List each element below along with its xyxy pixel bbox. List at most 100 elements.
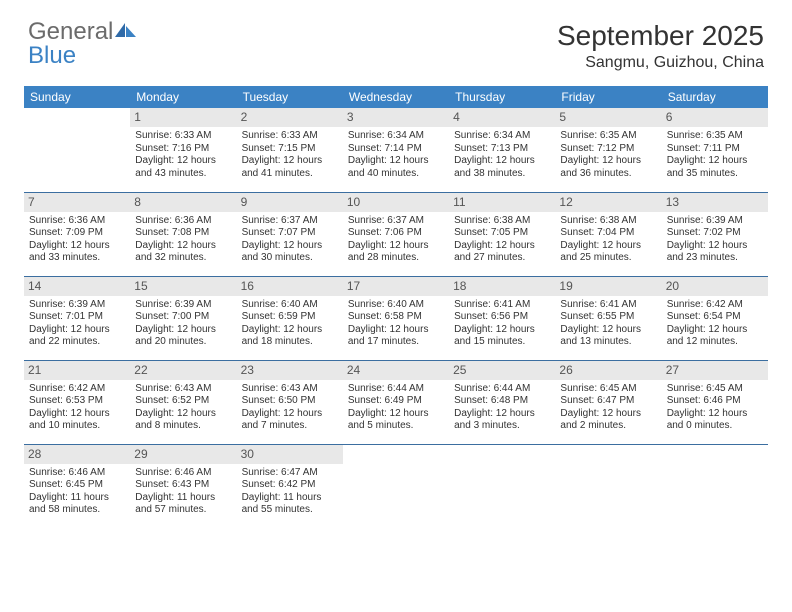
weekday-header: Saturday bbox=[662, 86, 768, 108]
sunrise-text: Sunrise: 6:37 AM bbox=[348, 215, 444, 228]
calendar-cell: 5 Sunrise: 6:35 AMSunset: 7:12 PMDaylight… bbox=[555, 108, 661, 192]
sunset-text: Sunset: 6:50 PM bbox=[242, 395, 338, 408]
day-number: 9 bbox=[237, 193, 343, 212]
month-title: September 2025 bbox=[557, 20, 764, 52]
sunset-text: Sunset: 6:48 PM bbox=[454, 395, 550, 408]
day-number: 14 bbox=[24, 277, 130, 296]
daylight2-text: and 12 minutes. bbox=[667, 336, 763, 349]
sunrise-text: Sunrise: 6:43 AM bbox=[242, 383, 338, 396]
daylight2-text: and 25 minutes. bbox=[560, 252, 656, 265]
day-number: 29 bbox=[130, 445, 236, 464]
sunset-text: Sunset: 7:04 PM bbox=[560, 227, 656, 240]
daylight1-text: Daylight: 12 hours bbox=[135, 240, 231, 253]
daylight1-text: Daylight: 12 hours bbox=[242, 155, 338, 168]
calendar-cell: 2Sunrise: 6:33 AMSunset: 7:15 PMDaylight… bbox=[237, 108, 343, 192]
sunset-text: Sunset: 6:58 PM bbox=[348, 311, 444, 324]
daylight1-text: Daylight: 12 hours bbox=[454, 240, 550, 253]
sunset-text: Sunset: 6:46 PM bbox=[667, 395, 763, 408]
day-number: 20 bbox=[662, 277, 768, 296]
daylight1-text: Daylight: 12 hours bbox=[560, 155, 656, 168]
daylight1-text: Daylight: 11 hours bbox=[242, 492, 338, 505]
calendar-week: 7Sunrise: 6:36 AMSunset: 7:09 PMDaylight… bbox=[24, 192, 768, 276]
calendar-cell: 17Sunrise: 6:40 AMSunset: 6:58 PMDayligh… bbox=[343, 276, 449, 360]
day-number: 1 bbox=[130, 108, 236, 127]
sunset-text: Sunset: 7:08 PM bbox=[135, 227, 231, 240]
weekday-header: Tuesday bbox=[237, 86, 343, 108]
daylight2-text: and 0 minutes. bbox=[667, 420, 763, 433]
daylight2-text: and 27 minutes. bbox=[454, 252, 550, 265]
weekday-header-row: Sunday Monday Tuesday Wednesday Thursday… bbox=[24, 86, 768, 108]
weekday-header: Monday bbox=[130, 86, 236, 108]
day-number: 21 bbox=[24, 361, 130, 380]
sunrise-text: Sunrise: 6:43 AM bbox=[135, 383, 231, 396]
daylight1-text: Daylight: 12 hours bbox=[348, 155, 444, 168]
daylight1-text: Daylight: 12 hours bbox=[667, 240, 763, 253]
daylight2-text: and 30 minutes. bbox=[242, 252, 338, 265]
daylight1-text: Daylight: 12 hours bbox=[29, 408, 125, 421]
sunset-text: Sunset: 7:01 PM bbox=[29, 311, 125, 324]
day-number: 7 bbox=[24, 193, 130, 212]
sunrise-text: Sunrise: 6:36 AM bbox=[135, 215, 231, 228]
sunrise-text: Sunrise: 6:35 AM bbox=[560, 130, 656, 143]
sunrise-text: Sunrise: 6:46 AM bbox=[135, 467, 231, 480]
sunset-text: Sunset: 7:05 PM bbox=[454, 227, 550, 240]
daylight2-text: and 17 minutes. bbox=[348, 336, 444, 349]
daylight2-text: and 36 minutes. bbox=[560, 168, 656, 181]
sail-icon bbox=[115, 18, 137, 45]
daylight1-text: Daylight: 12 hours bbox=[454, 155, 550, 168]
daylight1-text: Daylight: 12 hours bbox=[29, 240, 125, 253]
day-number: 16 bbox=[237, 277, 343, 296]
calendar-week: 14Sunrise: 6:39 AMSunset: 7:01 PMDayligh… bbox=[24, 276, 768, 360]
daylight1-text: Daylight: 12 hours bbox=[454, 408, 550, 421]
calendar-cell: 12Sunrise: 6:38 AMSunset: 7:04 PMDayligh… bbox=[555, 192, 661, 276]
day-number: 28 bbox=[24, 445, 130, 464]
sunset-text: Sunset: 6:43 PM bbox=[135, 479, 231, 492]
day-number: 24 bbox=[343, 361, 449, 380]
calendar-cell: 10Sunrise: 6:37 AMSunset: 7:06 PMDayligh… bbox=[343, 192, 449, 276]
daylight2-text: and 58 minutes. bbox=[29, 504, 125, 517]
daylight2-text: and 55 minutes. bbox=[242, 504, 338, 517]
daylight2-text: and 32 minutes. bbox=[135, 252, 231, 265]
daylight2-text: and 43 minutes. bbox=[135, 168, 231, 181]
sunrise-text: Sunrise: 6:34 AM bbox=[454, 130, 550, 143]
sunset-text: Sunset: 7:11 PM bbox=[667, 143, 763, 156]
sunset-text: Sunset: 6:55 PM bbox=[560, 311, 656, 324]
sunrise-text: Sunrise: 6:36 AM bbox=[29, 215, 125, 228]
sunset-text: Sunset: 7:07 PM bbox=[242, 227, 338, 240]
sunset-text: Sunset: 6:54 PM bbox=[667, 311, 763, 324]
daylight2-text: and 35 minutes. bbox=[667, 168, 763, 181]
daylight2-text: and 8 minutes. bbox=[135, 420, 231, 433]
sunrise-text: Sunrise: 6:39 AM bbox=[135, 299, 231, 312]
day-number: 11 bbox=[449, 193, 555, 212]
calendar-cell: 29 Sunrise: 6:46 AMSunset: 6:43 PMDayligh… bbox=[130, 444, 236, 528]
sunrise-text: Sunrise: 6:42 AM bbox=[29, 383, 125, 396]
sunrise-text: Sunrise: 6:45 AM bbox=[667, 383, 763, 396]
daylight2-text: and 3 minutes. bbox=[454, 420, 550, 433]
day-number: 5 bbox=[555, 108, 661, 127]
daylight1-text: Daylight: 12 hours bbox=[242, 408, 338, 421]
day-number: 3 bbox=[343, 108, 449, 127]
daylight2-text: and 41 minutes. bbox=[242, 168, 338, 181]
daylight1-text: Daylight: 12 hours bbox=[560, 240, 656, 253]
sunset-text: Sunset: 7:12 PM bbox=[560, 143, 656, 156]
daylight1-text: Daylight: 12 hours bbox=[135, 324, 231, 337]
daylight1-text: Daylight: 11 hours bbox=[29, 492, 125, 505]
calendar-week: 28Sunrise: 6:46 AMSunset: 6:45 PMDayligh… bbox=[24, 444, 768, 528]
day-number: 8 bbox=[130, 193, 236, 212]
day-number: 26 bbox=[555, 361, 661, 380]
sunrise-text: Sunrise: 6:45 AM bbox=[560, 383, 656, 396]
calendar-cell: 19Sunrise: 6:41 AMSunset: 6:55 PMDayligh… bbox=[555, 276, 661, 360]
sunset-text: Sunset: 6:45 PM bbox=[29, 479, 125, 492]
sunrise-text: Sunrise: 6:47 AM bbox=[242, 467, 338, 480]
weekday-header: Sunday bbox=[24, 86, 130, 108]
calendar-cell bbox=[449, 444, 555, 528]
daylight1-text: Daylight: 12 hours bbox=[29, 324, 125, 337]
day-number: 13 bbox=[662, 193, 768, 212]
sunrise-text: Sunrise: 6:44 AM bbox=[348, 383, 444, 396]
daylight2-text: and 5 minutes. bbox=[348, 420, 444, 433]
calendar-cell: 11Sunrise: 6:38 AMSunset: 7:05 PMDayligh… bbox=[449, 192, 555, 276]
calendar-cell: 30Sunrise: 6:47 AMSunset: 6:42 PMDayligh… bbox=[237, 444, 343, 528]
daylight1-text: Daylight: 12 hours bbox=[667, 155, 763, 168]
daylight2-text: and 38 minutes. bbox=[454, 168, 550, 181]
daylight1-text: Daylight: 11 hours bbox=[135, 492, 231, 505]
